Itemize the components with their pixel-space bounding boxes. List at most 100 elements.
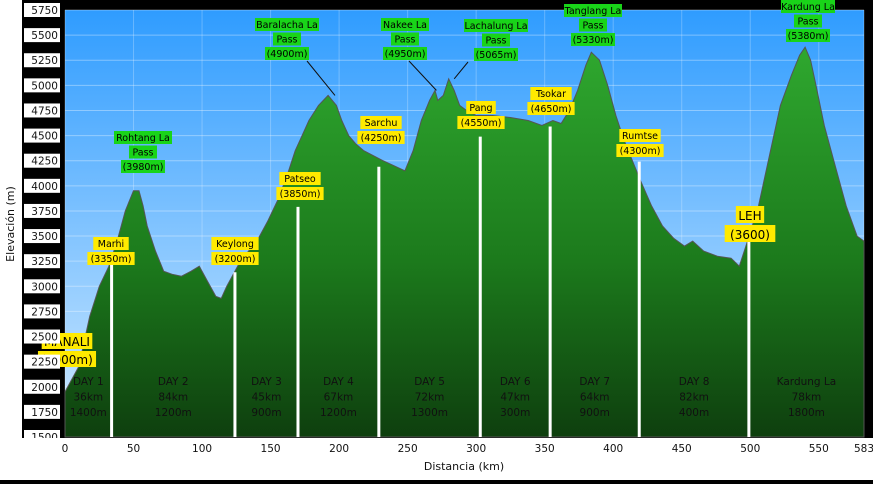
stop-label-bg xyxy=(211,252,259,265)
y-tick-label: 5000 xyxy=(31,80,58,92)
pass-label-text: Tanglang La xyxy=(564,6,622,17)
pass-label-text: Lachalung La xyxy=(464,21,527,32)
day-label-text: 78km xyxy=(792,392,822,404)
x-tick-label: 100 xyxy=(192,443,212,455)
x-tick-label: 500 xyxy=(740,443,760,455)
stop-label-text: Marhi xyxy=(98,239,124,250)
pass-label-text: (4900m) xyxy=(267,49,308,60)
day-label-text: 300m xyxy=(500,407,530,419)
pass-label-bg xyxy=(255,18,319,31)
pass-label-bg xyxy=(786,29,830,42)
pass-label-text: (5065m) xyxy=(476,50,517,61)
y-tick-label: 4250 xyxy=(31,156,58,168)
pass-label-bg xyxy=(571,33,615,46)
x-tick-label: 50 xyxy=(127,443,140,455)
x-tick-label: 583 xyxy=(854,443,873,455)
day-label-text: DAY 7 xyxy=(579,376,610,388)
y-tick-bg xyxy=(24,53,60,68)
y-tick-label: 1750 xyxy=(31,407,58,419)
stop-label-bg xyxy=(530,87,572,100)
stop-label-bg xyxy=(527,102,575,115)
x-tick-label: 450 xyxy=(672,443,692,455)
day-label-text: DAY 3 xyxy=(251,376,282,388)
pass-label-text: Nakee La xyxy=(383,20,427,31)
day-label-text: 47km xyxy=(500,392,530,404)
stop-label-text: Pang xyxy=(469,103,492,114)
stop-label-bg xyxy=(619,129,661,142)
stop-label-text: Tsokar xyxy=(535,89,566,100)
day-label-text: 72km xyxy=(415,392,445,404)
stop-label-text: (4300m) xyxy=(620,146,661,157)
y-tick-bg xyxy=(24,254,60,269)
pass-label-text: (5380m) xyxy=(788,31,829,42)
y-tick-label: 2000 xyxy=(31,382,58,394)
stop-markers xyxy=(110,126,751,437)
y-tick-bg xyxy=(24,203,60,218)
pass-label-bg xyxy=(121,160,165,173)
x-axis-label: Distancia (km) xyxy=(424,460,504,473)
day-label-text: DAY 6 xyxy=(500,376,531,388)
pass-label-bg xyxy=(794,14,822,28)
y-tick-label: 4500 xyxy=(31,131,58,143)
pass-label-text: Pass xyxy=(132,148,153,159)
day-label-text: 1200m xyxy=(155,407,192,419)
y-tick-bg xyxy=(24,279,60,294)
day-label-text: DAY 2 xyxy=(158,376,189,388)
day-label-text: 64km xyxy=(580,392,610,404)
y-tick-label: 3500 xyxy=(31,231,58,243)
stop-label-bg xyxy=(457,116,505,129)
stop-label-bg xyxy=(276,187,324,200)
pass-label-bg xyxy=(474,48,518,61)
stop-label-text: Rumtse xyxy=(622,131,658,142)
x-tick-label: 400 xyxy=(603,443,623,455)
y-tick-bg xyxy=(24,3,60,17)
pass-label-text: Pass xyxy=(276,35,297,46)
stop-label-text: (3850m) xyxy=(280,189,321,200)
y-tick-label: 2750 xyxy=(31,306,58,318)
y-tick-bg xyxy=(24,128,60,143)
y-tick-bg xyxy=(24,354,60,369)
pass-label-bg xyxy=(383,47,427,60)
pass-label-text: Baralacha La xyxy=(256,20,318,31)
pass-label-text: Pass xyxy=(797,17,818,28)
day-labels: DAY 1 36km 1400m DAY 2 84km 1200m DAY 3 45km 900… xyxy=(70,376,836,419)
stop-label-text: Keylong xyxy=(216,239,254,250)
stop-label-text: (4250m) xyxy=(361,133,402,144)
elevation-profile-area xyxy=(64,46,865,438)
stop-label-bg xyxy=(466,101,496,114)
pass-label-bg xyxy=(482,33,510,47)
y-axis-panel xyxy=(0,0,22,450)
day-label-text: 45km xyxy=(252,392,282,404)
pass-label-bg xyxy=(781,0,835,13)
stop-label-text: (4650m) xyxy=(531,104,572,115)
y-tick-bg xyxy=(24,304,60,319)
y-axis-label: Elevación (m) xyxy=(4,186,17,262)
pass-label-text: Pass xyxy=(394,35,415,46)
stop-label-bg xyxy=(211,237,259,250)
pass-label-bg xyxy=(564,4,622,17)
x-tick-label: 150 xyxy=(261,443,281,455)
pass-label-bg xyxy=(114,131,172,144)
day-label-text: 1200m xyxy=(320,407,357,419)
stop-label-bg xyxy=(87,252,135,265)
x-tick-label: 0 xyxy=(62,443,69,455)
y-tick-bg xyxy=(24,178,60,193)
day-label-text: Kardung La xyxy=(777,376,837,388)
y-tick-label: 3250 xyxy=(31,256,58,268)
y-tick-label: 5500 xyxy=(31,30,58,42)
x-axis-panel xyxy=(0,438,873,480)
pass-label-bg xyxy=(273,32,301,46)
day-label-text: 1400m xyxy=(70,407,107,419)
day-label-text: 1800m xyxy=(788,407,825,419)
day-label-text: DAY 4 xyxy=(323,376,354,388)
stop-label-text: (3200m) xyxy=(215,254,256,265)
pass-label-bg xyxy=(381,18,429,31)
day-label-text: DAY 5 xyxy=(414,376,445,388)
day-label-text: 84km xyxy=(158,392,188,404)
stop-label-text: Patseo xyxy=(284,174,316,185)
y-tick-label: 4000 xyxy=(31,181,58,193)
pass-label-text: (4950m) xyxy=(385,49,426,60)
pass-label-text: (5330m) xyxy=(573,35,614,46)
stop-label-bg xyxy=(357,131,405,144)
pass-label-bg xyxy=(464,19,528,32)
